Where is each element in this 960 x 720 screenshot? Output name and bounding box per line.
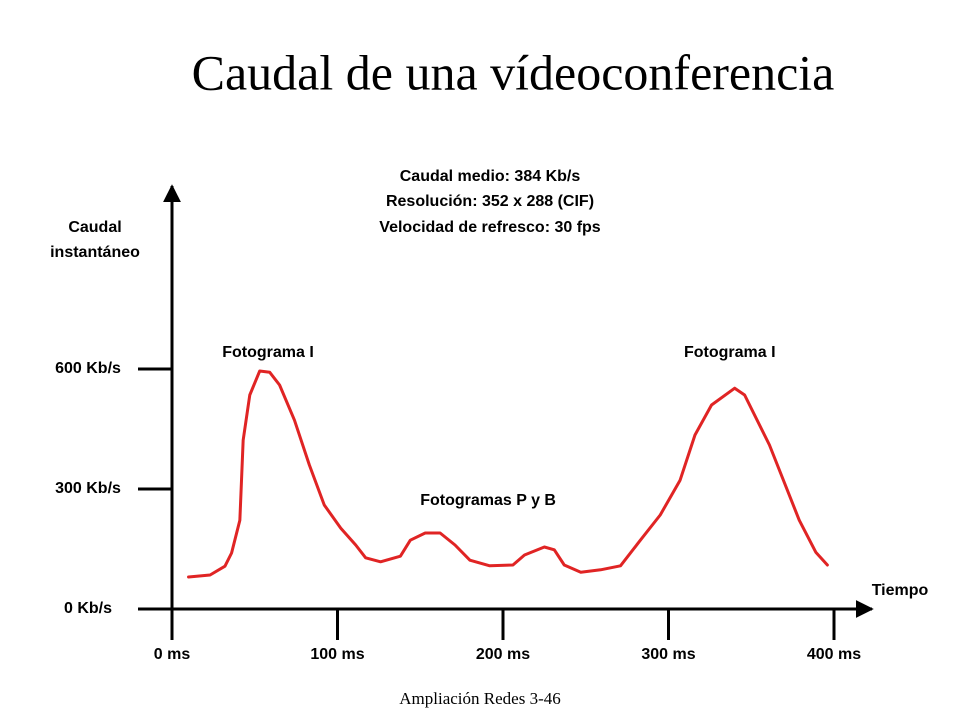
info-line: Caudal medio: 384 Kb/s [400,168,581,185]
y-axis-label: Caudal [68,219,121,236]
y-axis-label: instantáneo [50,244,140,261]
x-tick-label: 400 ms [807,646,861,663]
slide-title: Caudal de una vídeoconferencia [192,44,835,100]
x-tick-label: 300 ms [641,646,695,663]
footer: Ampliación Redes 3-46 [399,689,560,708]
data-line [187,369,829,579]
annotation: Fotograma I [684,344,776,361]
x-tick-label: 100 ms [310,646,364,663]
info-line: Velocidad de refresco: 30 fps [379,219,601,236]
info-line: Resolución: 352 x 288 (CIF) [386,193,594,210]
x-tick-label: 0 ms [154,646,191,663]
x-axis-label: Tiempo [872,582,929,599]
annotation: Fotograma I [222,344,314,361]
annotation: Fotogramas P y B [420,492,556,509]
y-tick-label: 600 Kb/s [55,360,121,377]
y-tick-label: 300 Kb/s [55,480,121,497]
x-tick-label: 200 ms [476,646,530,663]
y-tick-label: 0 Kb/s [64,600,112,617]
